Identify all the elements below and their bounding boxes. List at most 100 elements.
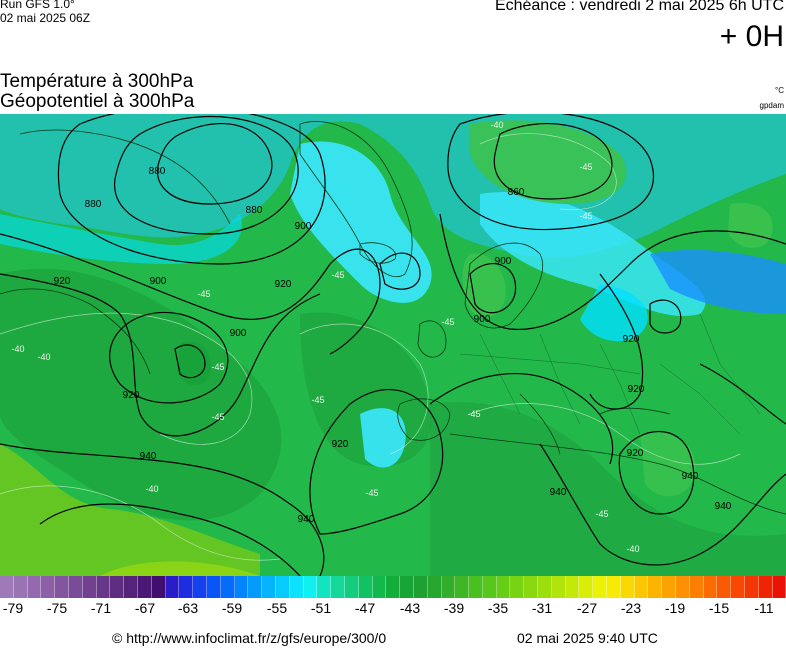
unit-temperature: °C xyxy=(775,86,784,95)
map-title-temperature: Température à 300hPa xyxy=(0,71,194,92)
geopotential-labels: 880 880 860 900 880 900 920 900 900 920 900 920 920 9… xyxy=(54,166,732,525)
geopotential-label: 900 xyxy=(474,314,491,325)
geopotential-label: 900 xyxy=(150,276,167,287)
isotherm-line xyxy=(479,133,617,211)
italy-coast xyxy=(519,393,561,455)
contour-low-iceland xyxy=(379,252,421,290)
colorbar-swatch xyxy=(151,576,166,598)
temperature-label: -45 xyxy=(331,270,344,280)
cold-belt-east xyxy=(430,402,786,576)
colorbar-swatch xyxy=(717,576,732,598)
geopotential-label: 920 xyxy=(332,439,349,450)
geopotential-label: 940 xyxy=(140,451,157,462)
cold-zone-baltic xyxy=(580,284,648,342)
iceland-coast xyxy=(359,242,397,264)
colorbar-tick: -15 xyxy=(708,600,730,616)
contour-920-iberia xyxy=(309,388,444,535)
colorbar-swatch xyxy=(358,576,373,598)
geopotential-label: 940 xyxy=(715,501,732,512)
colorbar-swatch xyxy=(772,576,786,598)
colorbar-swatch xyxy=(413,576,428,598)
colorbar-swatch xyxy=(427,576,442,598)
colorbar-swatch xyxy=(372,576,387,598)
colorbar-tick: -67 xyxy=(134,600,156,616)
colorbar-swatch xyxy=(745,576,759,598)
geopotential-label: 940 xyxy=(298,514,315,525)
colorbar-swatch xyxy=(220,576,235,598)
temperature-label: -40 xyxy=(145,484,158,494)
temperature-field xyxy=(0,114,786,576)
colorbar-swatch xyxy=(96,576,111,598)
border-line xyxy=(599,343,641,435)
colorbar-tick: -59 xyxy=(221,600,243,616)
colorbar-swatch xyxy=(331,576,345,598)
temperature-label: -40 xyxy=(626,544,639,554)
colorbar-tick: -31 xyxy=(531,600,553,616)
contour-inner-atlantic-low xyxy=(174,344,206,379)
colorbar-swatch xyxy=(110,576,125,598)
colorbar-swatch xyxy=(524,576,539,598)
contour-920-mediterranean xyxy=(429,373,614,465)
warm-pocket-middle-east xyxy=(640,431,696,497)
run-label: Run GFS 1.0° xyxy=(0,0,75,11)
weather-map: 880 880 860 900 880 900 920 900 900 920 900 920 920 9… xyxy=(0,114,786,576)
contour-920-west xyxy=(0,273,321,437)
black-sea-coast xyxy=(599,407,671,415)
contour-900-atlantic xyxy=(0,233,381,355)
colorbar-swatch xyxy=(551,576,566,598)
colorbar-tick: -11 xyxy=(754,600,774,616)
colorbar-swatch xyxy=(620,576,635,598)
colorbar-swatch xyxy=(593,576,608,598)
colorbar-tick: -55 xyxy=(266,600,288,616)
contour-900-europe xyxy=(439,213,786,330)
contour-920-atlantic-low xyxy=(109,311,229,404)
colorbar-tick: -79 xyxy=(2,600,24,616)
colorbar-swatch xyxy=(386,576,401,598)
colorbar-swatch xyxy=(27,576,42,598)
warm-pocket-norway xyxy=(462,253,506,318)
geopotential-label: 900 xyxy=(295,221,312,232)
temperature-label: -45 xyxy=(441,317,454,327)
geopotential-label: 920 xyxy=(627,448,644,459)
geopotential-label: 940 xyxy=(682,471,699,482)
temperature-label: -45 xyxy=(211,412,224,422)
warm-pocket-arctic xyxy=(470,120,627,204)
canada-arctic-coast xyxy=(19,129,231,225)
isotherms xyxy=(0,133,741,561)
colorbar-swatch xyxy=(758,576,773,598)
geopotential-label: 900 xyxy=(230,328,247,339)
colorbar-swatch xyxy=(124,576,138,598)
contour-low-norway xyxy=(469,263,517,314)
colorbar-swatch xyxy=(275,576,290,598)
colorbar-swatch xyxy=(248,576,263,598)
cold-cutoff-iberia xyxy=(360,408,406,468)
geopotential-label: 880 xyxy=(149,166,166,177)
temperature-label: -45 xyxy=(211,362,224,372)
colorbar-swatch xyxy=(41,576,56,598)
north-america-coast xyxy=(0,288,151,375)
colorbar-swatch xyxy=(137,576,152,598)
contour-880-west xyxy=(57,114,326,265)
temperature-label: -40 xyxy=(37,352,50,362)
colorbar-swatch xyxy=(648,576,663,598)
temperature-label: -45 xyxy=(467,409,480,419)
geopotential-label: 920 xyxy=(275,279,292,290)
forecast-valid-time: Echéance : vendredi 2 mai 2025 6h UTC xyxy=(494,0,784,14)
temperature-label: -45 xyxy=(311,395,324,405)
temperature-label: -45 xyxy=(595,509,608,519)
geopotential-label: 880 xyxy=(85,199,102,210)
colorbar-swatch xyxy=(165,576,180,598)
colorbar-swatch xyxy=(206,576,221,598)
contour-920-central-europe xyxy=(589,273,644,410)
contour-low-russia xyxy=(649,299,682,334)
temperature-label: -40 xyxy=(490,120,503,130)
colorbar-swatch xyxy=(303,576,318,598)
colorbar-swatch xyxy=(482,576,497,598)
colorbar-swatch xyxy=(441,576,456,598)
colorbar-swatch xyxy=(689,576,704,598)
colorbar-swatch xyxy=(317,576,332,598)
warm-region-south xyxy=(100,561,260,576)
colorbar-swatch xyxy=(731,576,746,598)
warm-region-southwest xyxy=(0,444,260,576)
geopotential-label: 920 xyxy=(628,384,645,395)
